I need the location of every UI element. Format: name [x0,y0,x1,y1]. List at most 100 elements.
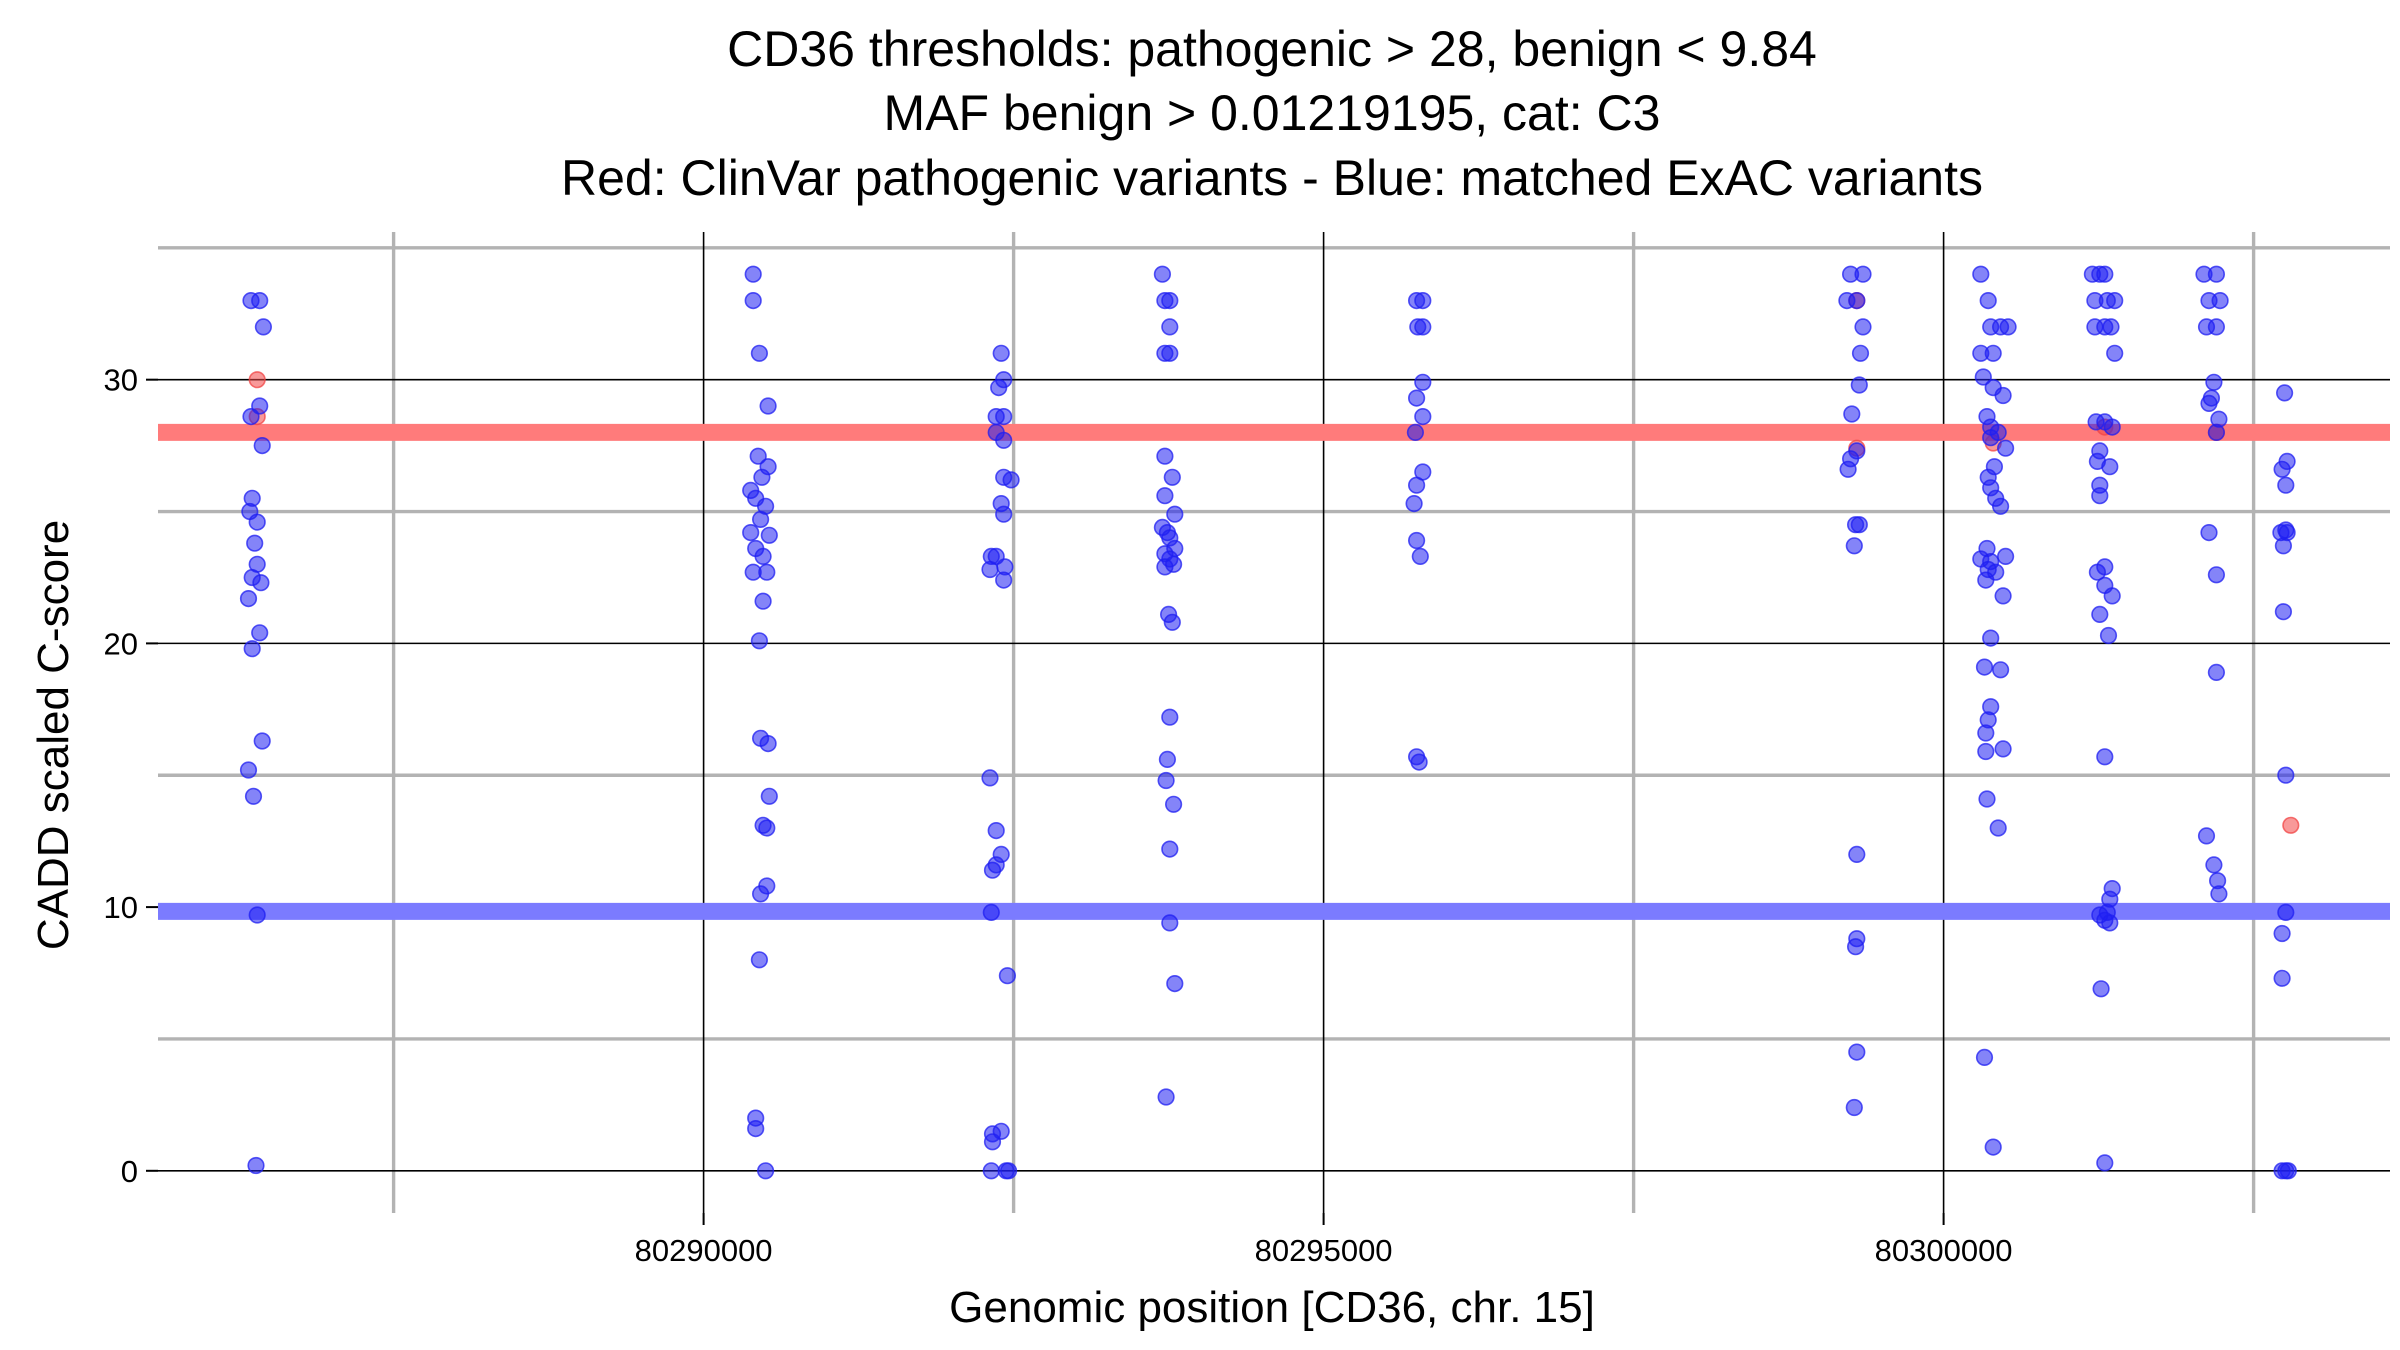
benign-point [1848,1043,1866,1061]
y-tick-label: 0 [121,1154,138,1189]
benign-point [2106,292,2124,310]
benign-point [246,534,264,552]
benign-point [1161,318,1179,336]
benign-point [1156,447,1174,465]
benign-point [1163,468,1181,486]
benign-point [2274,603,2292,621]
benign-point [1999,318,2017,336]
benign-point [1414,292,1432,310]
benign-point [2207,423,2225,442]
benign-point [2205,856,2223,874]
benign-point [1845,1098,1863,1117]
benign-point [1845,537,1863,555]
benign-point [251,292,269,310]
chart-title-line-2: MAF benign > 0.01219195, cat: C3 [884,85,1661,141]
benign-point [749,447,767,465]
threshold-layer [158,423,2390,920]
benign-point [982,903,1000,922]
benign-point [1161,292,1179,310]
benign-point [1161,708,1179,726]
benign-point [750,344,769,362]
benign-point [2091,605,2109,624]
benign-point [2096,748,2114,766]
benign-point [2277,766,2295,784]
benign-point [248,906,266,924]
benign-point [1977,724,1995,742]
benign-point [751,510,770,529]
benign-point [1164,795,1183,813]
benign-point [1163,613,1181,631]
benign-point [1414,373,1432,391]
benign-point [2205,373,2223,391]
benign-point [2200,394,2218,413]
benign-point [981,560,999,579]
benign-point [1410,753,1428,771]
y-tick-label: 10 [104,890,138,925]
y-tick-label: 30 [104,363,138,398]
benign-point [1161,840,1179,858]
benign-point [1166,974,1184,993]
benign-point [747,1119,765,1138]
benign-point [995,505,1013,523]
benign-point [2091,487,2109,505]
benign-point [1996,547,2015,566]
benign-point [2101,458,2119,476]
x-tick-label: 80290000 [635,1233,773,1268]
benign-point [251,397,269,415]
benign-point [1991,497,2010,515]
benign-point [251,624,269,642]
y-axis-label: CADD scaled C-score [29,520,78,950]
benign-point [1407,531,1426,550]
chart-title-line-3: Red: ClinVar pathogenic variants - Blue:… [561,150,1983,206]
benign-point [2088,563,2106,581]
benign-point [981,769,999,787]
benign-point [754,592,772,610]
benign-point [243,640,261,658]
benign-point [253,732,271,750]
benign-point [990,379,1008,397]
benign-point [2276,384,2294,402]
grid-layer [158,232,2390,1213]
benign-point [2200,523,2218,542]
benign-point [254,318,272,336]
benign-point [1977,571,1995,589]
benign-point [1153,265,1171,283]
benign-point [1414,318,1432,336]
benign-point [1407,476,1426,494]
benign-point [759,397,777,415]
benign-point [1848,845,1866,864]
benign-point [992,1122,1010,1140]
benign-point [760,787,778,805]
benign-point [1161,344,1179,362]
benign-point [1414,408,1432,426]
benign-point [1002,471,1020,489]
benign-point [2103,418,2121,436]
benign-point [2096,1154,2114,1172]
benign-point [1846,938,1865,956]
benign-point [2210,885,2228,903]
benign-point [2106,344,2124,362]
y-tick-label: 20 [104,626,138,661]
benign-point [2207,318,2225,336]
benign-point [1156,487,1174,505]
benign-point [1843,405,1861,423]
benign-point [2273,460,2291,478]
benign-point [760,526,778,544]
benign-point [1405,495,1423,513]
benign-point [759,734,777,753]
benign-point [995,408,1013,426]
benign-point [253,437,271,455]
benign-point [982,1162,1000,1180]
benign-point [1984,344,2002,362]
benign-point [999,1162,1018,1180]
benign-point [1164,555,1183,573]
benign-point [751,885,770,903]
benign-point [750,632,769,650]
benign-point [1157,771,1175,790]
benign-point [753,468,771,486]
benign-point [992,344,1010,362]
benign-point [744,265,762,283]
benign-point [1996,439,2015,457]
